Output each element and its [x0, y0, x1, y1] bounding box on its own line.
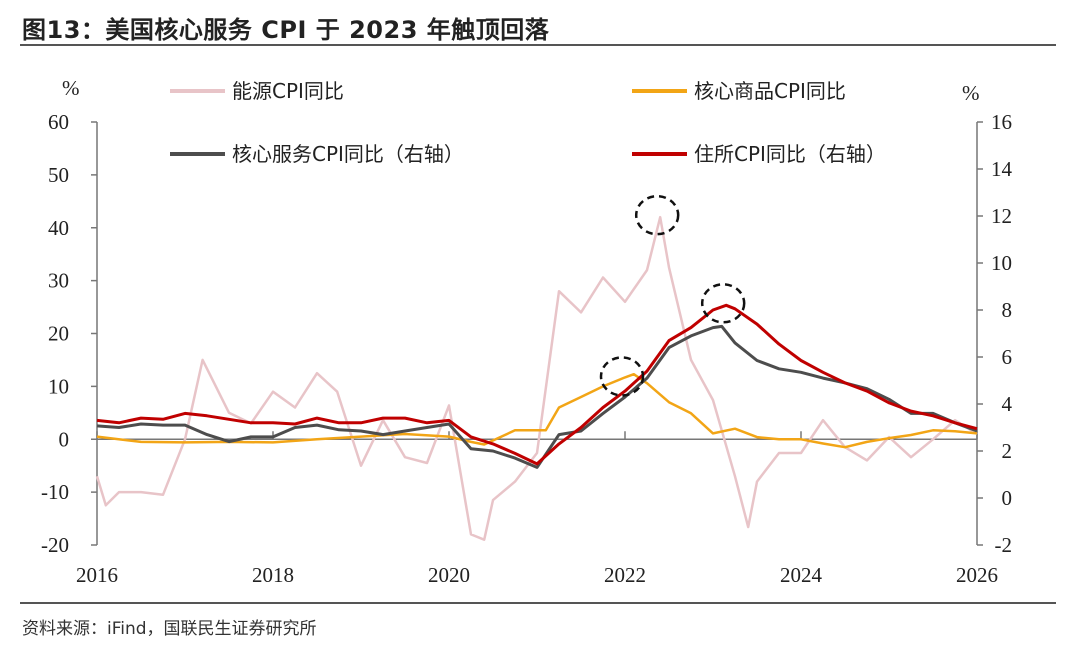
right-tick-label: 16	[991, 110, 1012, 134]
right-tick-label: 12	[991, 204, 1012, 228]
figure-title: 图13：美国核心服务 CPI 于 2023 年触顶回落	[22, 16, 550, 44]
x-tick-label: 2020	[428, 563, 470, 587]
highlight-circle	[700, 283, 746, 324]
legend-label: 核心商品CPI同比	[694, 79, 846, 103]
title-rule	[20, 44, 1056, 46]
left-tick-label: 40	[48, 216, 69, 240]
x-tick-label: 2022	[604, 563, 646, 587]
left-tick-label: -10	[41, 480, 69, 504]
left-tick-label: 0	[59, 427, 70, 451]
left-tick-label: 20	[48, 322, 69, 346]
series-line-1	[95, 215, 978, 541]
x-tick-label: 2024	[780, 563, 823, 587]
left-tick-label: 60	[48, 110, 69, 134]
right-tick-label: 6	[1002, 345, 1013, 369]
left-tick-label: 10	[48, 374, 69, 398]
x-tick-label: 2018	[252, 563, 294, 587]
series-line-2	[96, 372, 978, 449]
right-tick-label: 14	[991, 157, 1013, 181]
highlight-circle	[634, 194, 680, 236]
right-tick-label: -2	[995, 533, 1013, 557]
source-rule	[20, 602, 1056, 604]
highlight-circle	[599, 356, 645, 397]
source-note: 资料来源：iFind，国联民生证券研究所	[22, 619, 317, 639]
series-line-3	[96, 324, 978, 469]
left-tick-label: 50	[48, 163, 69, 187]
left-axis-unit: %	[62, 76, 80, 100]
legend-label: 核心服务CPI同比（右轴）	[232, 142, 464, 166]
x-tick-label: 2016	[76, 563, 118, 587]
right-tick-label: 10	[991, 251, 1012, 275]
right-axis-unit: %	[962, 81, 980, 105]
legend-label: 住所CPI同比（右轴）	[694, 142, 886, 166]
right-tick-label: 8	[1002, 298, 1013, 322]
right-tick-label: 2	[1002, 439, 1013, 463]
left-tick-label: -20	[41, 533, 69, 557]
x-tick-label: 2026	[956, 563, 998, 587]
series-line-4	[96, 303, 978, 466]
left-tick-label: 30	[48, 269, 69, 293]
legend-label: 能源CPI同比	[232, 79, 344, 103]
right-tick-label: 4	[1002, 392, 1013, 416]
right-tick-label: 0	[1002, 486, 1013, 510]
